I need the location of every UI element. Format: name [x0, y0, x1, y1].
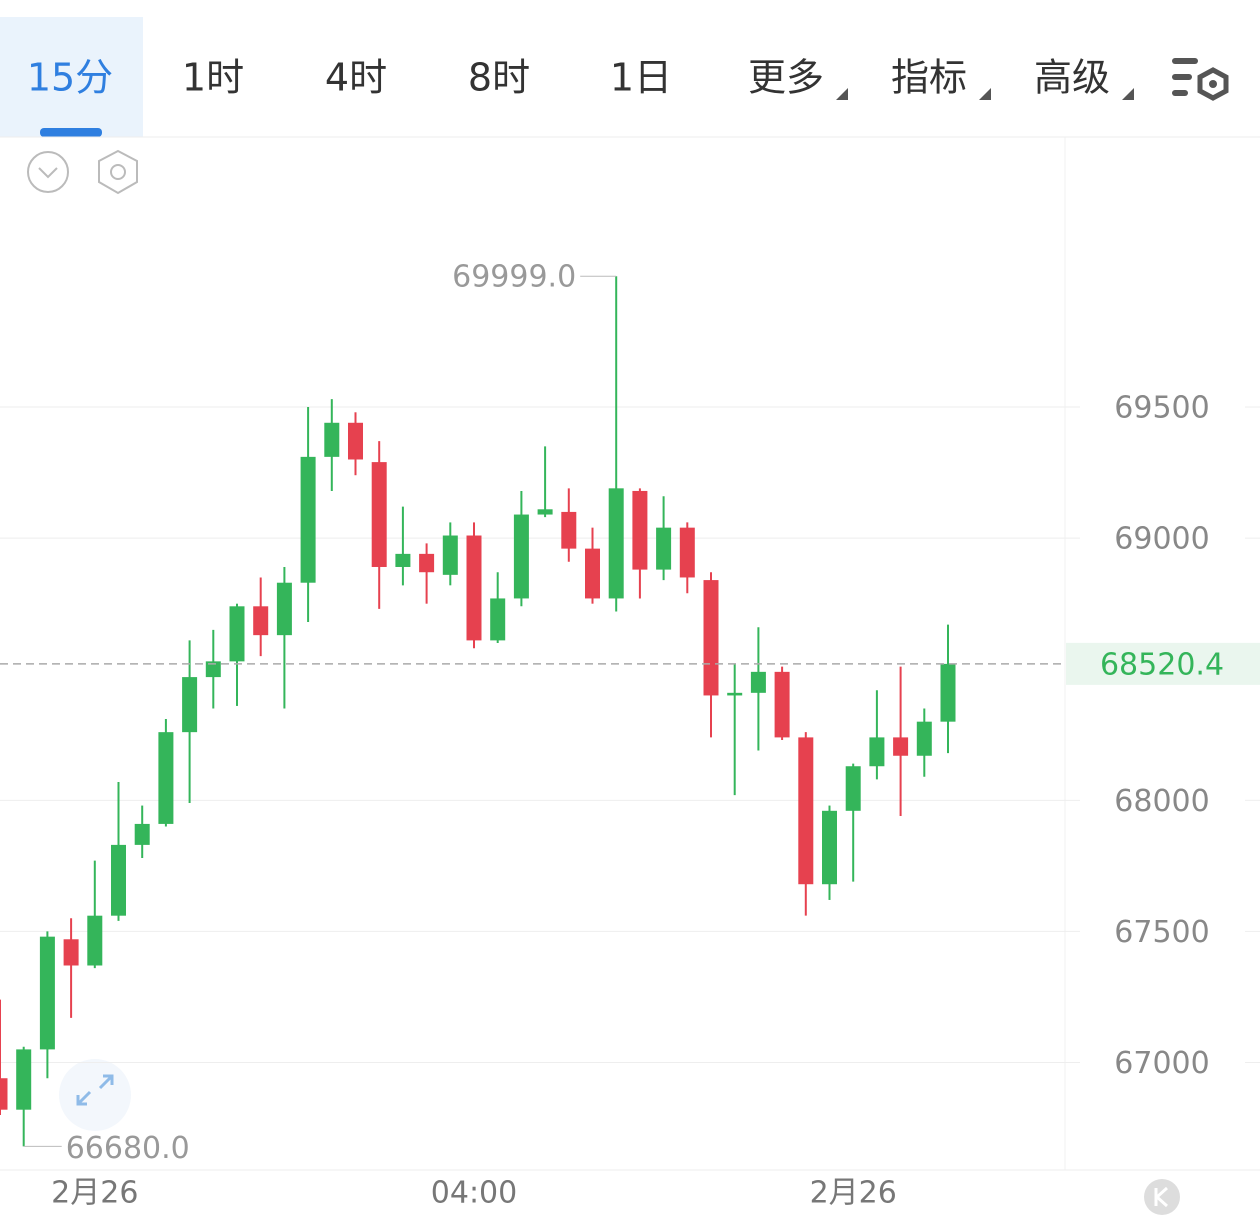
candle-body	[940, 663, 956, 722]
candle-body	[727, 692, 743, 696]
k-badge[interactable]	[1144, 1179, 1180, 1215]
candle-body	[893, 737, 909, 756]
candle-body	[916, 721, 932, 756]
tab-label[interactable]: 15分	[27, 56, 113, 100]
candle-body	[111, 844, 126, 916]
candle-body	[703, 580, 719, 696]
tab-label[interactable]: 1日	[610, 56, 672, 100]
y-tick-label: 69000	[1114, 522, 1209, 557]
candle-body	[0, 1078, 8, 1110]
candle-body	[205, 661, 221, 678]
candle-body	[750, 671, 766, 693]
dropdown-arrow	[836, 88, 848, 100]
candle-body	[39, 936, 55, 1050]
collapse-icon[interactable]	[27, 151, 69, 193]
tab-label[interactable]: 指标	[891, 56, 967, 100]
y-tick-label: 68000	[1114, 784, 1209, 819]
candle-body	[869, 737, 885, 767]
settings-icon-bar	[1172, 90, 1188, 96]
candle-body	[442, 535, 458, 575]
last-price-label: 68520.4	[1100, 647, 1224, 682]
high-label: 69999.0	[452, 260, 576, 295]
tab-label[interactable]: 高级	[1034, 56, 1110, 100]
candle-body	[134, 823, 150, 845]
dropdown-arrow	[979, 88, 991, 100]
x-tick-label: 2月26	[51, 1176, 138, 1211]
candle-body	[300, 456, 316, 583]
active-tab-indicator	[40, 128, 102, 137]
candle-body	[182, 677, 198, 733]
candle-body	[774, 671, 790, 738]
active-tab-bg	[0, 17, 143, 137]
candle-body	[276, 582, 292, 636]
candle-body	[561, 511, 577, 549]
tab-label[interactable]: 更多	[748, 56, 824, 100]
candle-body	[608, 488, 624, 599]
candle-body	[798, 737, 814, 885]
candle-body	[656, 527, 672, 570]
k-badge-letter	[1154, 1186, 1169, 1208]
candle-body	[395, 553, 411, 567]
candle-body	[253, 606, 269, 636]
candle-body	[632, 490, 648, 570]
candle-body	[466, 535, 482, 641]
candle-body	[63, 939, 79, 966]
tab-label[interactable]: 1时	[182, 56, 244, 100]
settings-small-icon[interactable]	[98, 149, 138, 195]
candle-body	[87, 915, 103, 966]
candle-body	[158, 732, 174, 824]
candle-body	[537, 509, 553, 515]
y-tick-label: 67000	[1114, 1046, 1209, 1081]
fullscreen-arrows	[76, 1074, 114, 1106]
candle-body	[585, 548, 600, 599]
settings-icon-dot	[1209, 80, 1217, 88]
candle-body	[822, 810, 837, 885]
collapse-chevron	[38, 167, 58, 179]
settings-icon[interactable]	[1172, 58, 1198, 64]
candle-body	[419, 553, 435, 573]
settings-icon-bar	[1172, 74, 1192, 80]
settings-icon-hex	[1197, 67, 1229, 101]
candle-body	[348, 422, 363, 460]
candle-body	[324, 422, 340, 457]
x-tick-label: 04:00	[431, 1176, 517, 1211]
tab-label[interactable]: 8时	[468, 56, 530, 100]
candle-body	[845, 766, 861, 811]
candle-body	[371, 462, 387, 567]
y-tick-label: 69500	[1114, 391, 1209, 426]
tab-label[interactable]: 4时	[325, 56, 387, 100]
candle-body	[229, 606, 245, 662]
candle-body	[490, 598, 506, 641]
fullscreen-button[interactable]	[59, 1059, 131, 1131]
settings-small-dot	[110, 164, 126, 180]
candle-body	[679, 527, 695, 578]
low-label: 66680.0	[66, 1131, 190, 1166]
candle-body	[16, 1049, 32, 1110]
candle-body	[513, 514, 529, 599]
dropdown-arrow	[1122, 88, 1134, 100]
y-tick-label: 67500	[1114, 915, 1209, 950]
last-price-bg	[1066, 642, 1260, 685]
x-tick-label: 2月26	[810, 1176, 897, 1211]
